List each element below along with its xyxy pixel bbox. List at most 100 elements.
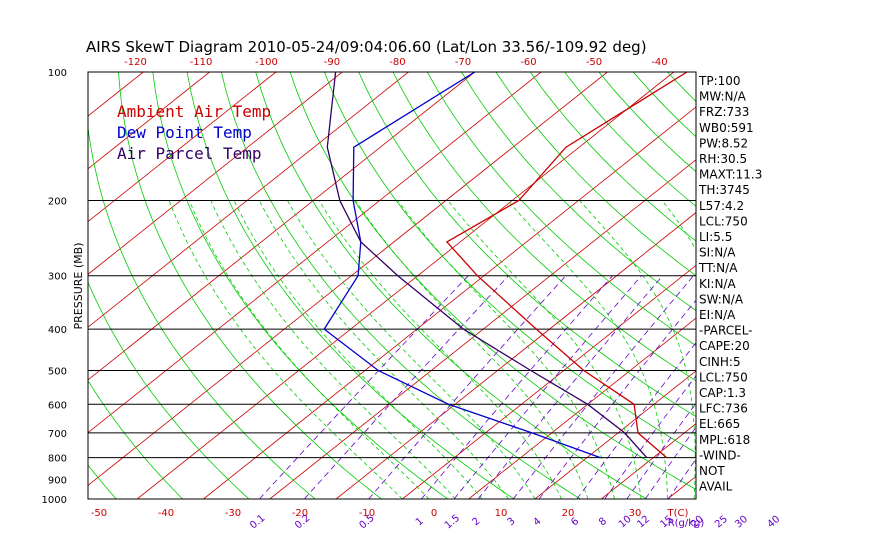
top-temp-tick-label: -90: [324, 57, 340, 68]
bottom-temp-tick-label: -20: [292, 508, 308, 519]
pressure-tick-label: 400: [48, 325, 67, 336]
pressure-tick-label: 900: [48, 475, 67, 486]
bottom-temp-tick-label: 30: [629, 508, 642, 519]
top-temp-tick-label: -70: [455, 57, 471, 68]
series-line-dew-point-temp: [323, 72, 601, 459]
isotherm-line: [0, 72, 11, 499]
dry-adiabat-line: [426, 72, 696, 347]
top-temp-tick-label: -100: [255, 57, 278, 68]
dry-adiabat-line: [736, 72, 870, 499]
mixing-ratio-line: [776, 276, 870, 499]
isotherm-line: [88, 72, 542, 434]
bottom-temp-tick-label: -40: [158, 508, 174, 519]
bottom-temp-tick-label: -10: [359, 508, 375, 519]
bottom-temp-tick-label: 0: [431, 508, 437, 519]
dry-adiabat-line: [805, 72, 870, 499]
dry-adiabat-line: [118, 72, 382, 499]
mixing-ratio-line: [453, 275, 642, 499]
moist-adiabat-line: [747, 201, 771, 500]
isotherm-line: [468, 317, 696, 499]
mixing-ratio-tick-label: 40: [765, 514, 782, 531]
isotherm-line: [203, 106, 696, 499]
bottom-temp-unit-label: T(C): [667, 508, 689, 519]
stat-item: AVAIL: [699, 480, 733, 494]
series-line-ambient-air-temp: [445, 72, 688, 459]
isotherm-line: [136, 72, 674, 499]
pressure-tick-label: 1000: [42, 495, 67, 506]
moist-adiabat-line: [397, 200, 615, 499]
isotherm-line: [402, 264, 696, 499]
top-temp-tick-label: -60: [520, 57, 536, 68]
mixing-ratio-line: [512, 275, 694, 499]
stat-item: RH:30.5: [699, 152, 747, 166]
pressure-tick-label: 300: [48, 272, 67, 283]
top-temp-tick-label: -40: [651, 57, 667, 68]
bottom-temp-tick-label: 10: [495, 508, 508, 519]
pressure-tick-label: 600: [48, 400, 67, 411]
mixing-ratio-tick-label: 8: [597, 516, 609, 529]
stat-item: LFC:736: [699, 402, 748, 416]
mixing-ratio-line: [259, 275, 469, 499]
mixing-ratio-line: [421, 275, 613, 499]
pressure-tick-label: 100: [48, 68, 67, 79]
series-line-air-parcel-temp: [326, 72, 648, 459]
dry-adiabat-line: [186, 72, 515, 499]
top-temp-tick-label: -80: [389, 57, 405, 68]
dry-adiabat-line: [88, 123, 316, 499]
stat-item: MAXT:11.3: [699, 168, 762, 182]
stat-item: NOT: [699, 464, 725, 478]
isotherm-line: [667, 475, 696, 499]
mixing-ratio-line: [368, 275, 567, 499]
chart-title: AIRS SkewT Diagram 2010-05-24/09:04:06.6…: [86, 38, 647, 56]
pressure-tick-label: 200: [48, 197, 67, 208]
isotherm-line: [88, 72, 343, 275]
dry-adiabat-line: [88, 464, 117, 499]
stat-item: EL:665: [699, 417, 740, 431]
stat-item: FRZ:733: [699, 105, 749, 119]
dry-adiabat-line: [839, 72, 870, 499]
stat-item: KI:N/A: [699, 277, 736, 291]
isotherm-line: [867, 72, 870, 499]
moist-adiabat-line: [355, 200, 589, 499]
mixing-ratio-tick-label: 25: [713, 514, 730, 531]
series-lines: [323, 72, 688, 459]
dry-adiabat-line: [88, 379, 183, 499]
stat-item: TP:100: [698, 74, 741, 88]
mixing-ratio-line: [304, 275, 509, 499]
stat-item: TH:3745: [698, 183, 750, 197]
stat-item: TT:N/A: [698, 261, 738, 275]
mixing-ratio-tick-label: 4: [531, 516, 543, 529]
isotherm-line: [88, 72, 409, 328]
mixing-ratio-unit-label: R(g/kg): [668, 518, 705, 529]
pressure-tick-label: 500: [48, 366, 67, 377]
dry-adiabat-line: [392, 72, 696, 382]
bottom-temp-tick-label: -50: [91, 508, 107, 519]
legend-entry: Dew Point Temp: [117, 123, 252, 142]
top-temp-tick-label: -120: [124, 57, 147, 68]
dry-adiabat-line: [221, 72, 581, 499]
dry-adiabat-line: [461, 72, 696, 311]
dry-adiabat-line: [88, 281, 250, 499]
moist-adiabat-line: [774, 201, 823, 500]
mixing-ratio-line: [743, 276, 870, 499]
pressure-tick-label: 800: [48, 454, 67, 465]
dry-adiabat-line: [495, 72, 696, 277]
moist-adiabat-line: [258, 200, 509, 499]
isotherm-line: [269, 159, 696, 499]
isotherm-line: [800, 72, 870, 499]
dry-adiabat-line: [358, 72, 696, 418]
mixing-ratio-line: [477, 275, 663, 499]
grid-lines: [0, 72, 870, 500]
stat-item: SW:N/A: [699, 292, 744, 306]
stat-item: EI:N/A: [699, 308, 736, 322]
stat-item: MW:N/A: [699, 90, 747, 104]
isotherm-line: [88, 72, 476, 381]
isotherm-line: [88, 72, 608, 486]
dry-adiabat-line: [632, 72, 696, 138]
legend: Ambient Air Temp Dew Point Temp Air Parcel…: [117, 102, 271, 163]
top-temp-tick-label: -50: [586, 57, 602, 68]
top-temp-tick-label: -110: [190, 57, 213, 68]
moist-adiabat-line: [800, 201, 870, 500]
stat-item: L57:4.2: [699, 199, 744, 213]
